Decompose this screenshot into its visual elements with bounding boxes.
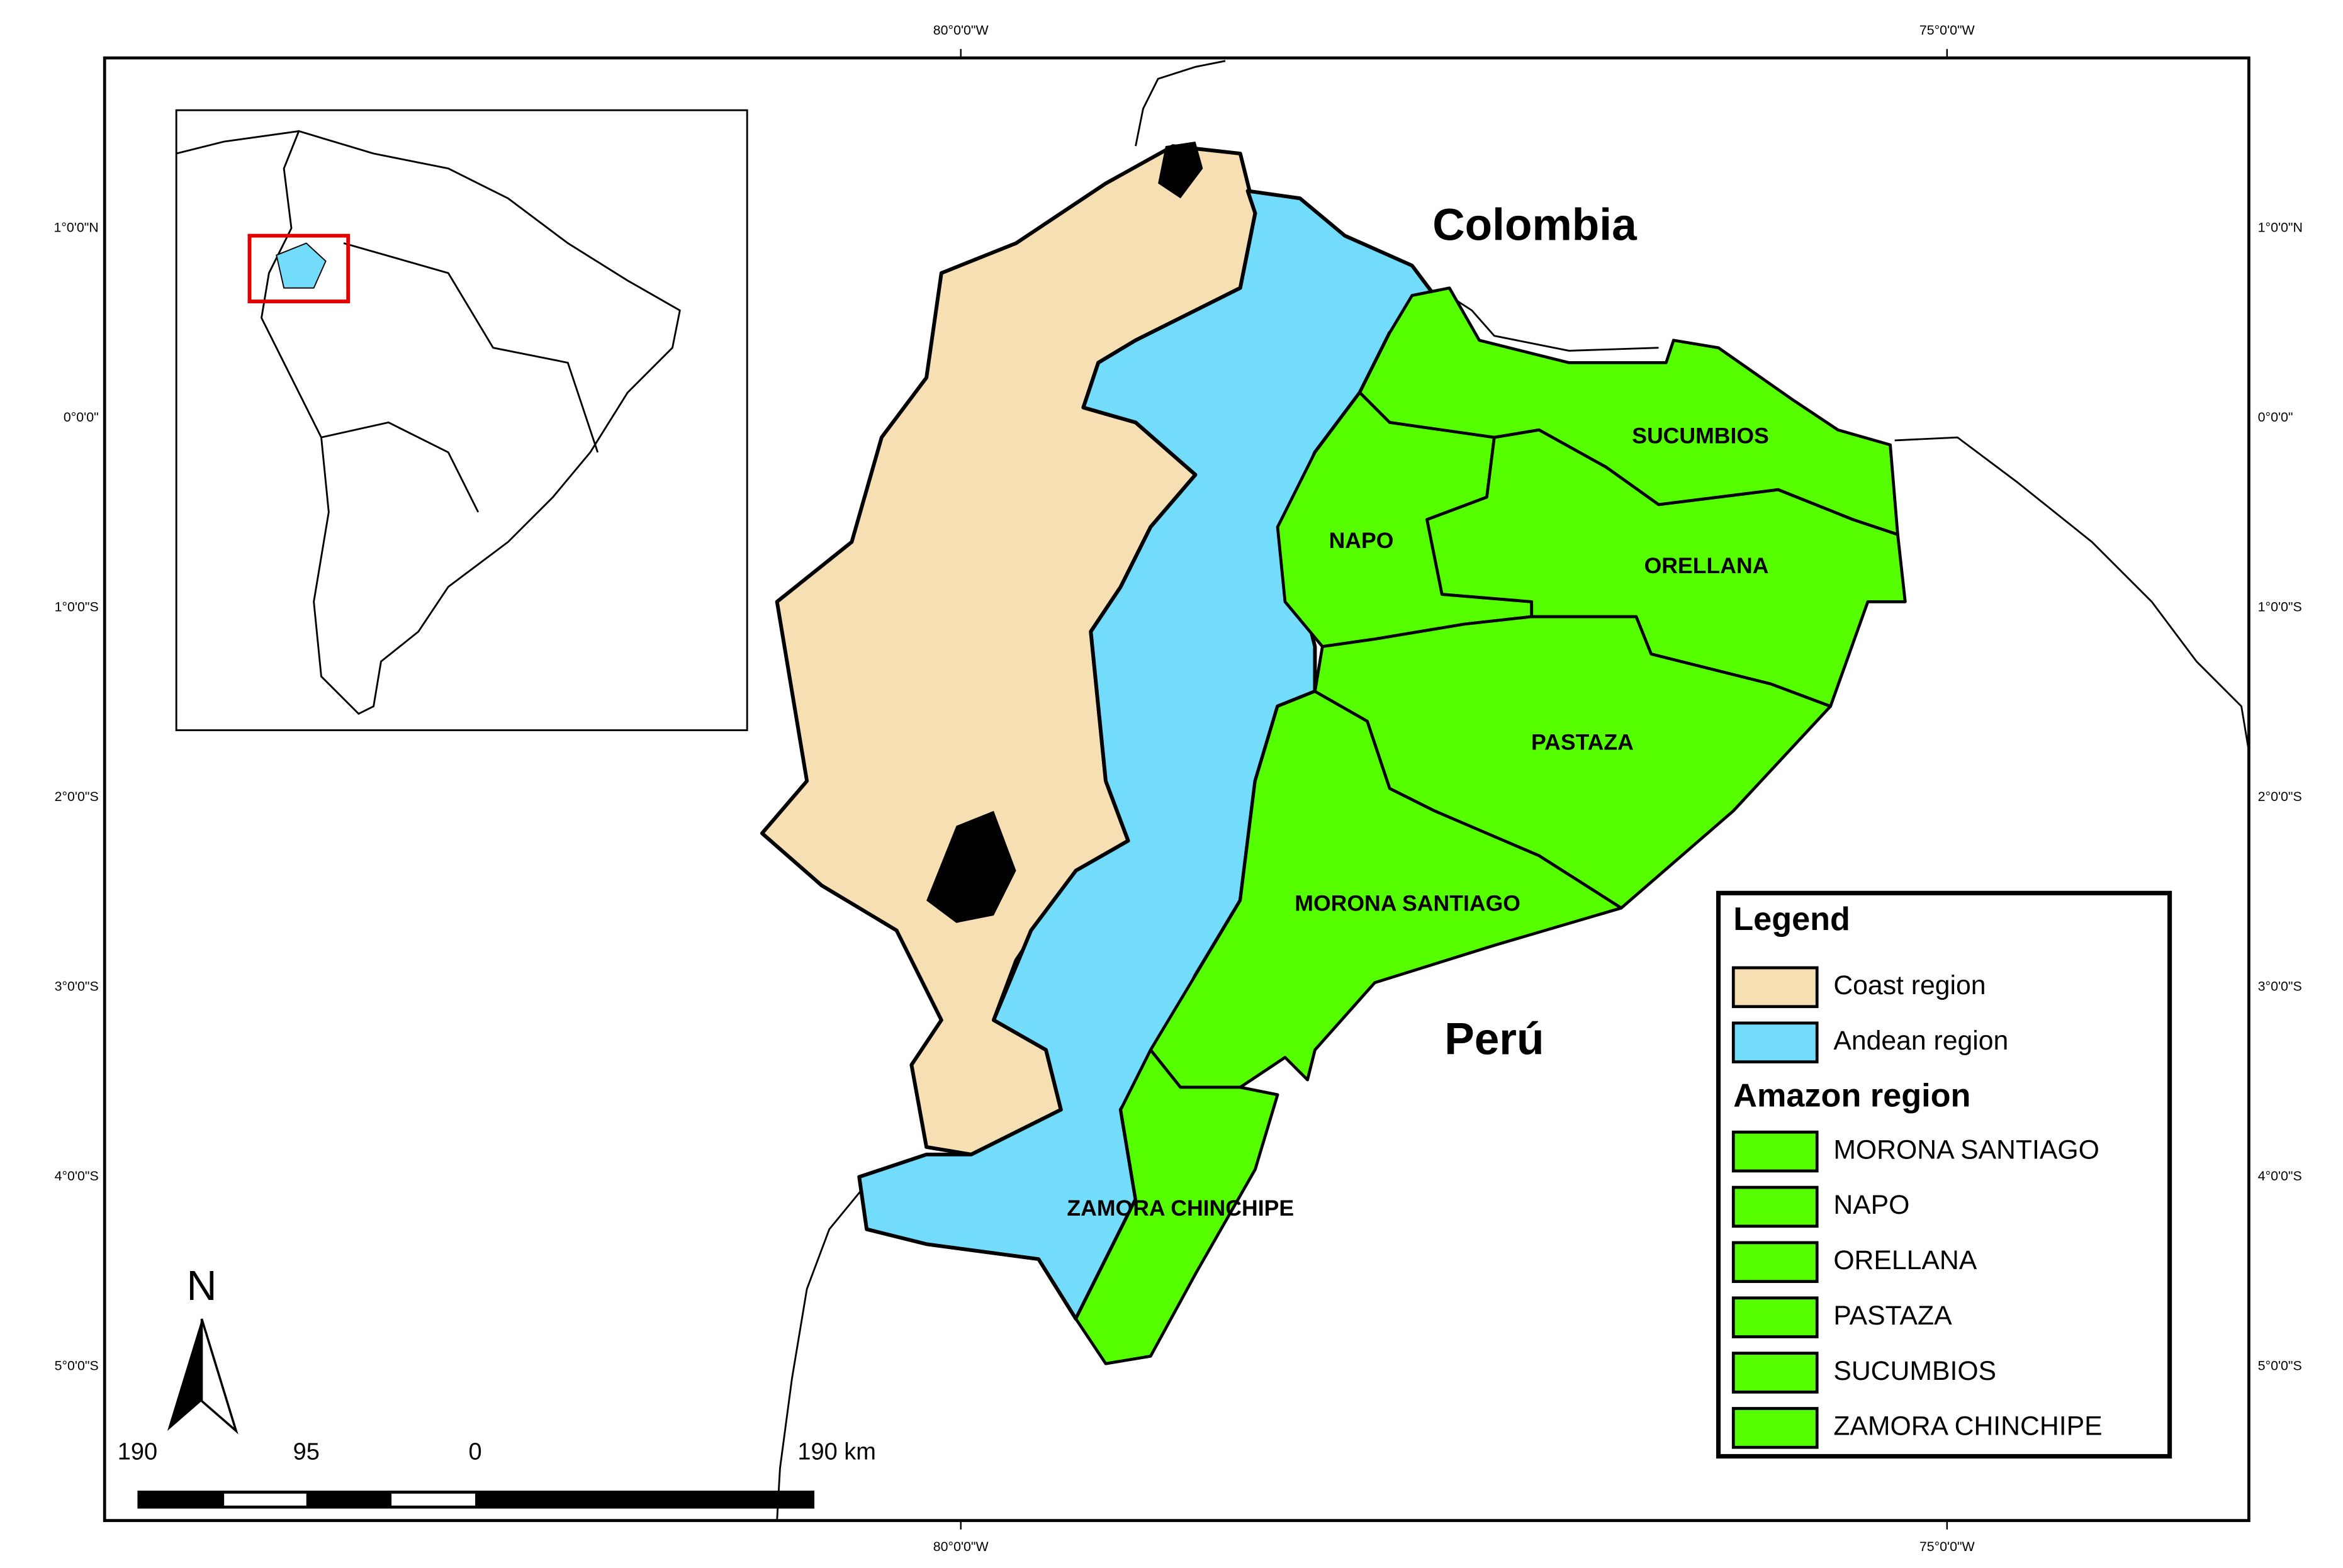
inset-frame bbox=[175, 109, 748, 731]
latitude-label: 5°0'0"S bbox=[55, 1358, 99, 1374]
country-label: Colombia bbox=[1432, 201, 1638, 250]
country-label: Perú bbox=[1444, 1015, 1544, 1065]
scale-label: 0 bbox=[468, 1439, 481, 1465]
latitude-label: 0°0'0" bbox=[64, 410, 99, 425]
legend-label: PASTAZA bbox=[1833, 1301, 1952, 1331]
graticule: 80°0'0"W 80°0'0"W 75°0'0"W 75°0'0"W 1°0'0"N 1… bbox=[53, 23, 2302, 1554]
inset-outline bbox=[261, 130, 681, 715]
longitude-label: 80°0'0"W bbox=[933, 1539, 989, 1554]
legend-swatch bbox=[1731, 1241, 1819, 1284]
latitude-label: 0°0'0" bbox=[2258, 410, 2293, 425]
inset-ecuador bbox=[276, 242, 327, 289]
province-label: PASTAZA bbox=[1531, 729, 1634, 754]
legend-title: Legend bbox=[1733, 901, 1850, 938]
province-label: SUCUMBIOS bbox=[1632, 423, 1769, 449]
legend-label: NAPO bbox=[1833, 1190, 1909, 1220]
legend-swatch bbox=[1731, 1021, 1819, 1064]
morona-santiago-province bbox=[1149, 690, 1623, 1089]
legend-label: ZAMORA CHINCHIPE bbox=[1833, 1411, 2102, 1442]
scale-segment bbox=[224, 1493, 306, 1506]
latitude-label: 4°0'0"S bbox=[2258, 1168, 2302, 1184]
legend-swatch bbox=[1731, 1130, 1819, 1173]
latitude-label: 3°0'0"S bbox=[55, 979, 99, 994]
scale-segment bbox=[391, 1493, 476, 1506]
legend-subtitle: Amazon region bbox=[1733, 1077, 1970, 1114]
scale-label: 190 km bbox=[797, 1439, 876, 1465]
inset-outline bbox=[343, 242, 599, 453]
latitude-label: 5°0'0"S bbox=[2258, 1358, 2302, 1374]
north-arrow bbox=[200, 1318, 239, 1435]
map-frame bbox=[103, 56, 2250, 1522]
legend-swatch bbox=[1731, 1352, 1819, 1394]
legend-items: Coast region Andean region MORONA SANTIAGO… bbox=[1731, 966, 2103, 1449]
longitude-label: 75°0'0"W bbox=[1919, 23, 1975, 38]
colombia-border bbox=[1441, 290, 1659, 352]
scale-label: 95 bbox=[293, 1439, 320, 1465]
legend-swatch bbox=[1731, 966, 1819, 1009]
latitude-label: 1°0'0"S bbox=[55, 599, 99, 614]
estuary-shape bbox=[926, 810, 1016, 923]
latitude-label: 1°0'0"N bbox=[2258, 220, 2303, 235]
peru-border bbox=[1894, 436, 2250, 751]
province-label: NAPO bbox=[1329, 528, 1394, 553]
legend-label: ORELLANA bbox=[1833, 1245, 1977, 1275]
latitude-label: 4°0'0"S bbox=[55, 1168, 99, 1184]
legend-label: Andean region bbox=[1833, 1026, 2008, 1056]
inset-highlight bbox=[247, 233, 351, 304]
north-arrow bbox=[167, 1319, 202, 1431]
legend-swatch bbox=[1731, 1185, 1819, 1228]
inset-outline bbox=[321, 421, 480, 513]
colombia-border bbox=[1135, 60, 1226, 147]
peru-border bbox=[776, 1187, 865, 1521]
province-label: ZAMORA CHINCHIPE bbox=[1067, 1196, 1294, 1221]
province-label: ORELLANA bbox=[1644, 553, 1769, 578]
legend-swatch bbox=[1731, 1407, 1819, 1449]
latitude-label: 1°0'0"N bbox=[53, 220, 98, 235]
scale-bar bbox=[137, 1491, 815, 1509]
latitude-label: 1°0'0"S bbox=[2258, 599, 2302, 614]
province-label: MORONA SANTIAGO bbox=[1295, 891, 1520, 916]
latitude-label: 2°0'0"S bbox=[2258, 789, 2302, 804]
longitude-label: 75°0'0"W bbox=[1919, 1539, 1975, 1554]
scale-label: 190 bbox=[118, 1439, 157, 1465]
latitude-label: 3°0'0"S bbox=[2258, 979, 2302, 994]
legend-label: SUCUMBIOS bbox=[1833, 1356, 1996, 1386]
north-arrow-label: N bbox=[187, 1263, 217, 1309]
latitude-label: 2°0'0"S bbox=[55, 789, 99, 804]
legend-label: Coast region bbox=[1833, 970, 1986, 1000]
inset-outline bbox=[176, 130, 300, 155]
island-shape bbox=[1158, 142, 1203, 199]
legend-label: MORONA SANTIAGO bbox=[1833, 1134, 2099, 1165]
longitude-label: 80°0'0"W bbox=[933, 23, 989, 38]
legend-swatch bbox=[1731, 1296, 1819, 1338]
zamora-chinchipe-province bbox=[1074, 1048, 1279, 1365]
